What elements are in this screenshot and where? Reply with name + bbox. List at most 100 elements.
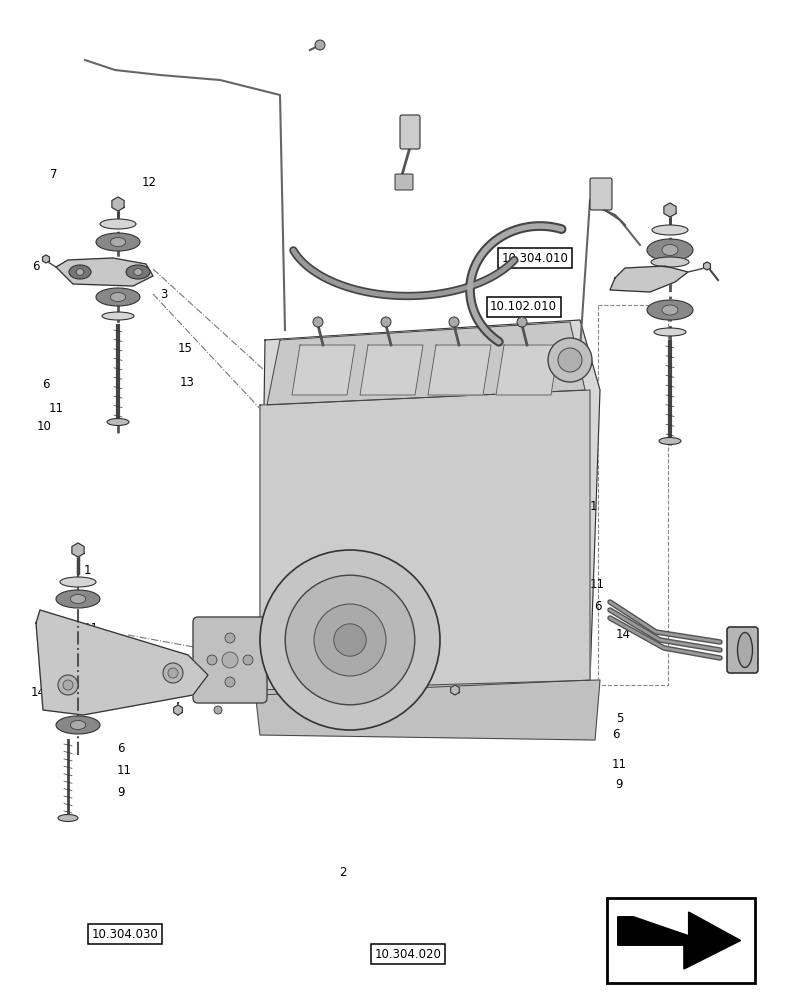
Polygon shape [36,610,208,715]
Ellipse shape [100,219,136,229]
Ellipse shape [60,577,96,587]
Text: 11: 11 [83,621,99,635]
Circle shape [58,675,78,695]
Circle shape [63,680,73,690]
Circle shape [314,604,386,676]
Text: 6: 6 [42,378,49,391]
Ellipse shape [647,300,693,320]
Polygon shape [428,345,491,395]
Ellipse shape [56,590,100,608]
Circle shape [558,348,582,372]
Circle shape [548,338,592,382]
Text: 10: 10 [36,420,51,434]
Polygon shape [56,258,153,286]
Circle shape [222,652,238,668]
Ellipse shape [96,233,140,251]
FancyBboxPatch shape [727,627,758,673]
Ellipse shape [107,418,129,426]
Circle shape [207,655,217,665]
Circle shape [163,663,183,683]
Text: 11: 11 [612,758,627,770]
Text: 6: 6 [594,599,601,612]
Circle shape [381,317,391,327]
Ellipse shape [56,716,100,734]
Polygon shape [174,705,183,715]
Bar [598,305,668,685]
Ellipse shape [111,292,126,302]
Ellipse shape [70,720,86,730]
Polygon shape [267,322,585,405]
Text: 9: 9 [616,778,623,792]
Text: 6: 6 [32,260,40,273]
Text: 10.304.030: 10.304.030 [92,928,158,940]
Polygon shape [618,912,741,969]
Circle shape [225,633,235,643]
Text: 11: 11 [590,578,605,591]
Polygon shape [260,320,600,690]
Text: 5: 5 [616,712,623,724]
Circle shape [260,550,440,730]
Text: 3: 3 [160,288,167,302]
Ellipse shape [662,244,678,255]
Text: 2: 2 [339,865,347,879]
Ellipse shape [738,633,752,668]
Text: 12: 12 [141,176,157,190]
Text: 10.304.020: 10.304.020 [375,948,441,960]
Circle shape [313,317,323,327]
Ellipse shape [662,305,678,315]
Ellipse shape [652,225,688,235]
Circle shape [449,317,459,327]
Text: 10.102.010: 10.102.010 [490,300,557,314]
Ellipse shape [659,438,681,444]
Ellipse shape [111,237,126,246]
Ellipse shape [134,268,142,275]
Polygon shape [610,266,688,292]
Polygon shape [260,390,590,695]
Text: 14: 14 [616,628,631,641]
Ellipse shape [70,594,86,603]
Text: 10.001.010: 10.001.010 [270,610,336,624]
Ellipse shape [58,814,78,822]
Text: 10.304.010: 10.304.010 [502,251,568,264]
Ellipse shape [69,265,91,279]
Text: 6: 6 [83,644,90,656]
Text: 7: 7 [50,168,57,182]
Text: 13: 13 [179,376,194,389]
Polygon shape [451,685,459,695]
Ellipse shape [654,328,686,336]
Ellipse shape [96,288,140,306]
FancyBboxPatch shape [193,617,267,703]
Text: 55.015.010: 55.015.010 [496,716,562,728]
Text: 1: 1 [590,499,597,512]
FancyBboxPatch shape [590,178,612,210]
Text: 4: 4 [51,670,58,684]
Circle shape [285,575,415,705]
Polygon shape [664,203,676,217]
Circle shape [214,706,222,714]
Text: 6: 6 [612,728,619,742]
Text: 6: 6 [117,742,124,756]
Ellipse shape [651,257,689,267]
Polygon shape [72,543,84,557]
Polygon shape [255,680,600,740]
FancyBboxPatch shape [400,115,420,149]
Circle shape [517,317,527,327]
Polygon shape [704,262,710,270]
Ellipse shape [647,239,693,261]
Circle shape [225,677,235,687]
Polygon shape [292,345,355,395]
Circle shape [334,624,366,656]
Bar [375,620,520,700]
Text: 15: 15 [178,342,192,355]
Text: 9: 9 [117,786,124,798]
Ellipse shape [126,265,150,279]
FancyBboxPatch shape [395,174,413,190]
Polygon shape [496,345,559,395]
Ellipse shape [102,312,134,320]
Text: 11: 11 [117,764,133,778]
Text: 14: 14 [31,686,46,700]
Circle shape [315,40,325,50]
Text: 11: 11 [48,401,64,414]
Circle shape [243,655,253,665]
Ellipse shape [76,268,84,275]
